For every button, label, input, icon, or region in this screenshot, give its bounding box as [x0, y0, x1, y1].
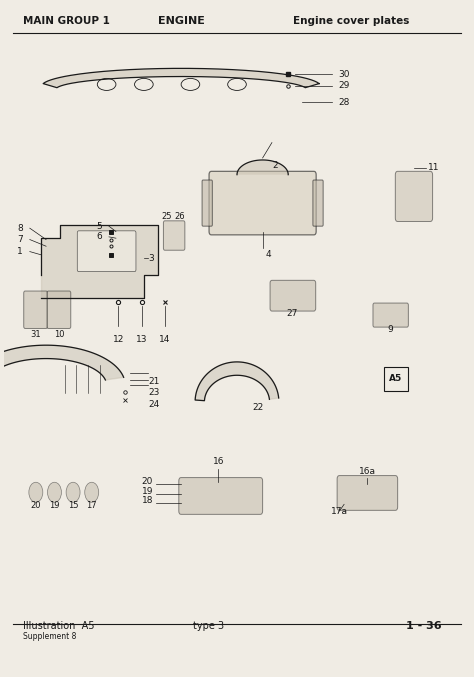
- Polygon shape: [0, 345, 124, 383]
- FancyBboxPatch shape: [24, 291, 47, 328]
- FancyBboxPatch shape: [383, 367, 408, 391]
- Polygon shape: [237, 160, 288, 175]
- Text: 24: 24: [148, 399, 160, 409]
- Text: 29: 29: [338, 81, 350, 90]
- FancyBboxPatch shape: [77, 231, 136, 271]
- Text: Illustration  A5: Illustration A5: [23, 621, 94, 631]
- Text: 21: 21: [148, 377, 160, 386]
- FancyBboxPatch shape: [313, 180, 323, 226]
- Circle shape: [85, 482, 99, 502]
- Text: 25: 25: [161, 213, 172, 221]
- FancyBboxPatch shape: [164, 221, 185, 250]
- Text: 16: 16: [213, 457, 224, 466]
- Text: 12: 12: [112, 335, 124, 344]
- FancyBboxPatch shape: [202, 180, 212, 226]
- Polygon shape: [195, 362, 279, 401]
- Text: 30: 30: [338, 70, 350, 79]
- Circle shape: [66, 482, 80, 502]
- Text: 13: 13: [136, 335, 147, 344]
- FancyBboxPatch shape: [47, 291, 71, 328]
- Text: 9: 9: [388, 325, 393, 334]
- Text: 14: 14: [159, 335, 171, 344]
- Text: 28: 28: [338, 98, 350, 107]
- Circle shape: [29, 482, 43, 502]
- Text: 16a: 16a: [359, 466, 376, 475]
- Text: ENGINE: ENGINE: [158, 16, 205, 26]
- FancyBboxPatch shape: [179, 477, 263, 515]
- Text: 11: 11: [428, 163, 439, 173]
- Ellipse shape: [97, 79, 116, 91]
- Text: 1: 1: [17, 247, 23, 256]
- Text: 19: 19: [49, 501, 60, 510]
- FancyBboxPatch shape: [373, 303, 409, 327]
- Text: 7: 7: [17, 235, 23, 244]
- Text: 18: 18: [142, 496, 153, 505]
- Text: 6: 6: [96, 232, 102, 242]
- Text: 8: 8: [17, 223, 23, 233]
- Text: 15: 15: [68, 501, 78, 510]
- Text: 22: 22: [252, 403, 264, 412]
- Text: MAIN GROUP 1: MAIN GROUP 1: [23, 16, 109, 26]
- FancyBboxPatch shape: [270, 280, 316, 311]
- Text: 20: 20: [31, 501, 41, 510]
- Ellipse shape: [135, 79, 153, 91]
- Ellipse shape: [181, 79, 200, 91]
- Text: 26: 26: [175, 213, 185, 221]
- Text: Engine cover plates: Engine cover plates: [293, 16, 409, 26]
- Text: 17a: 17a: [331, 506, 348, 516]
- Polygon shape: [41, 225, 158, 299]
- Text: 10: 10: [54, 330, 64, 339]
- Text: 20: 20: [142, 477, 153, 486]
- Text: 23: 23: [148, 389, 160, 397]
- Text: 4: 4: [266, 250, 272, 259]
- Text: 3: 3: [148, 254, 154, 263]
- Text: type 3: type 3: [193, 621, 225, 631]
- FancyBboxPatch shape: [209, 171, 316, 235]
- Text: 17: 17: [86, 501, 97, 510]
- Text: 1 - 36: 1 - 36: [406, 621, 442, 631]
- Polygon shape: [43, 68, 319, 88]
- Text: 5: 5: [96, 221, 102, 231]
- Text: 19: 19: [142, 487, 153, 496]
- Text: A5: A5: [389, 374, 402, 383]
- FancyBboxPatch shape: [395, 171, 433, 221]
- FancyBboxPatch shape: [337, 475, 398, 510]
- Text: 31: 31: [30, 330, 41, 339]
- Circle shape: [47, 482, 62, 502]
- Ellipse shape: [228, 79, 246, 91]
- Text: 27: 27: [286, 309, 298, 318]
- Text: 2: 2: [272, 162, 278, 171]
- Text: Supplement 8: Supplement 8: [23, 632, 76, 640]
